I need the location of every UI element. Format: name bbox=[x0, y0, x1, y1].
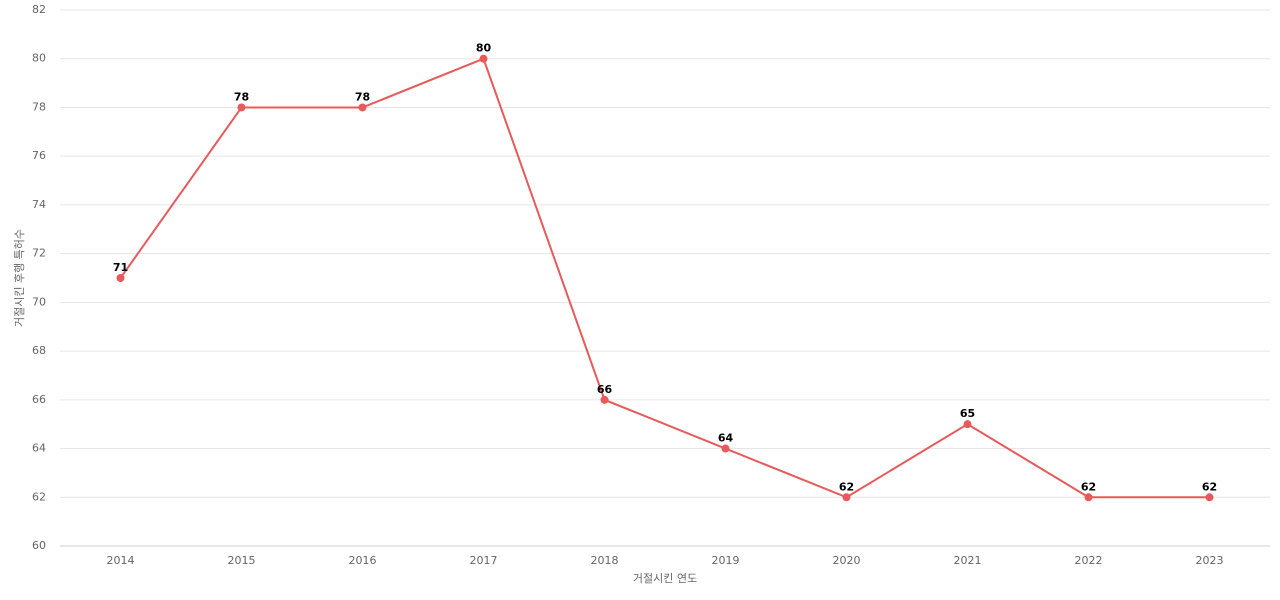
y-tick-label: 78 bbox=[32, 100, 46, 113]
y-tick-label: 72 bbox=[32, 247, 46, 260]
y-tick-label: 60 bbox=[32, 539, 46, 552]
point bbox=[479, 54, 488, 63]
y-tick-label: 82 bbox=[32, 3, 46, 16]
x-tick-label: 2022 bbox=[1075, 554, 1103, 567]
point bbox=[358, 103, 367, 112]
point bbox=[116, 274, 125, 282]
data-label: 66 bbox=[597, 383, 613, 396]
point bbox=[721, 444, 730, 453]
x-axis-label: 거절시킨 연도 bbox=[633, 572, 697, 585]
y-tick-label: 76 bbox=[32, 149, 46, 162]
y-tick-label: 66 bbox=[32, 393, 46, 406]
point bbox=[963, 420, 972, 429]
point bbox=[600, 395, 609, 404]
data-label: 78 bbox=[355, 90, 370, 103]
data-label: 78 bbox=[234, 90, 249, 103]
data-label: 71 bbox=[113, 261, 128, 274]
line bbox=[119, 57, 1210, 499]
x-tick-label: 2014 bbox=[107, 554, 135, 567]
point bbox=[237, 103, 246, 112]
x-tick-label: 2019 bbox=[712, 554, 740, 567]
data-label: 62 bbox=[1202, 480, 1217, 493]
y-tick-label: 80 bbox=[32, 52, 46, 65]
data-label: 62 bbox=[839, 480, 854, 493]
y-tick-label: 74 bbox=[32, 198, 46, 211]
point bbox=[842, 493, 851, 502]
x-tick-label: 2021 bbox=[954, 554, 982, 567]
y-tick-label: 62 bbox=[32, 490, 46, 503]
data-label: 65 bbox=[960, 407, 975, 420]
y-tick-label: 70 bbox=[32, 295, 46, 308]
data-label: 80 bbox=[476, 42, 492, 55]
x-tick-label: 2023 bbox=[1196, 554, 1224, 567]
x-tick-label: 2017 bbox=[470, 554, 498, 567]
data-label: 62 bbox=[1081, 480, 1096, 493]
x-tick-label: 2016 bbox=[349, 554, 377, 567]
point bbox=[1205, 493, 1214, 502]
data-label: 64 bbox=[718, 432, 734, 445]
point bbox=[1084, 493, 1093, 502]
y-tick-label: 68 bbox=[32, 344, 46, 357]
x-tick-label: 2020 bbox=[833, 554, 861, 567]
y-axis-label: 거절시킨 후행 특허수 bbox=[13, 229, 26, 327]
y-tick-label: 64 bbox=[32, 442, 46, 455]
x-tick-label: 2015 bbox=[228, 554, 256, 567]
x-tick-label: 2018 bbox=[591, 554, 619, 567]
